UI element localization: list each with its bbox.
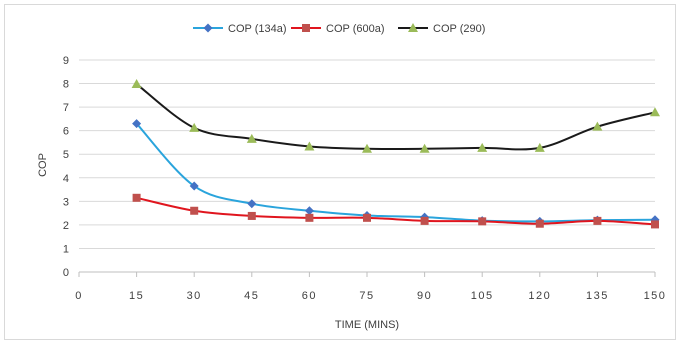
data-point-cop-600a <box>535 219 544 228</box>
data-point-cop-290 <box>246 133 257 143</box>
data-point-cop-134a <box>132 119 142 129</box>
data-point-cop-600a <box>305 213 314 222</box>
x-tick-label: 150 <box>644 290 667 302</box>
y-tick-label: 2 <box>63 220 69 232</box>
series-lines <box>135 83 656 226</box>
legend-marker-cop-290 <box>408 23 418 32</box>
data-point-cop-134a <box>304 206 314 216</box>
y-tick-label: 1 <box>63 243 69 255</box>
data-point-cop-134a <box>247 199 257 209</box>
series-line-cop-290 <box>135 83 656 151</box>
x-axis-title: TIME (MINS) <box>335 319 399 331</box>
legend-label-cop-600a: COP (600a) <box>326 23 385 35</box>
data-point-cop-134a <box>189 181 199 191</box>
data-point-cop-600a <box>420 216 429 225</box>
gridlines <box>79 59 655 249</box>
data-point-cop-290 <box>362 143 372 153</box>
legend-label-cop-290: COP (290) <box>433 23 485 35</box>
data-point-cop-600a <box>651 220 659 229</box>
x-tick-label: 75 <box>359 290 374 302</box>
y-tick-label: 6 <box>63 126 69 138</box>
data-point-cop-290 <box>477 142 488 152</box>
data-point-cop-600a <box>247 211 256 220</box>
x-tick-label: 0 <box>75 290 83 302</box>
x-tick-label: 30 <box>187 290 202 302</box>
y-tick-label: 9 <box>63 55 69 67</box>
legend-marker-cop-600a <box>302 24 310 32</box>
y-tick-label: 5 <box>63 149 69 161</box>
data-point-cop-290 <box>131 79 142 89</box>
x-tick-label: 105 <box>471 290 494 302</box>
y-tick-label: 8 <box>63 79 69 91</box>
data-point-cop-290 <box>650 107 660 117</box>
series-markers <box>131 79 660 229</box>
data-point-cop-290 <box>189 122 200 132</box>
x-tick-label: 90 <box>417 290 432 302</box>
data-point-cop-600a <box>132 193 141 202</box>
legend-label-cop-134a: COP (134a) <box>228 23 287 35</box>
y-tick-label: 0 <box>63 267 69 279</box>
data-point-cop-290 <box>304 141 315 151</box>
data-point-cop-600a <box>190 206 199 215</box>
y-tick-label: 7 <box>63 102 69 114</box>
data-point-cop-290 <box>419 143 430 153</box>
x-tick-label: 135 <box>586 290 609 302</box>
data-point-cop-290 <box>592 121 603 131</box>
data-point-cop-600a <box>593 216 602 225</box>
y-tick-label: 4 <box>63 173 69 185</box>
y-axis-title: COP <box>37 153 49 177</box>
data-point-cop-290 <box>534 142 545 152</box>
data-point-cop-600a <box>478 217 487 226</box>
x-tick-label: 15 <box>129 290 144 302</box>
data-point-cop-600a <box>363 213 371 222</box>
series-line-cop-134a <box>135 122 656 223</box>
x-tick-label: 60 <box>302 290 317 302</box>
y-tick-label: 3 <box>63 196 69 208</box>
legend-marker-cop-134a <box>203 23 213 33</box>
x-tick-label: 45 <box>244 290 259 302</box>
series-line-cop-600a <box>136 196 656 226</box>
legend: COP (134a) COP (600a) COP (290) <box>193 23 485 35</box>
x-tick-label: 120 <box>528 290 551 302</box>
